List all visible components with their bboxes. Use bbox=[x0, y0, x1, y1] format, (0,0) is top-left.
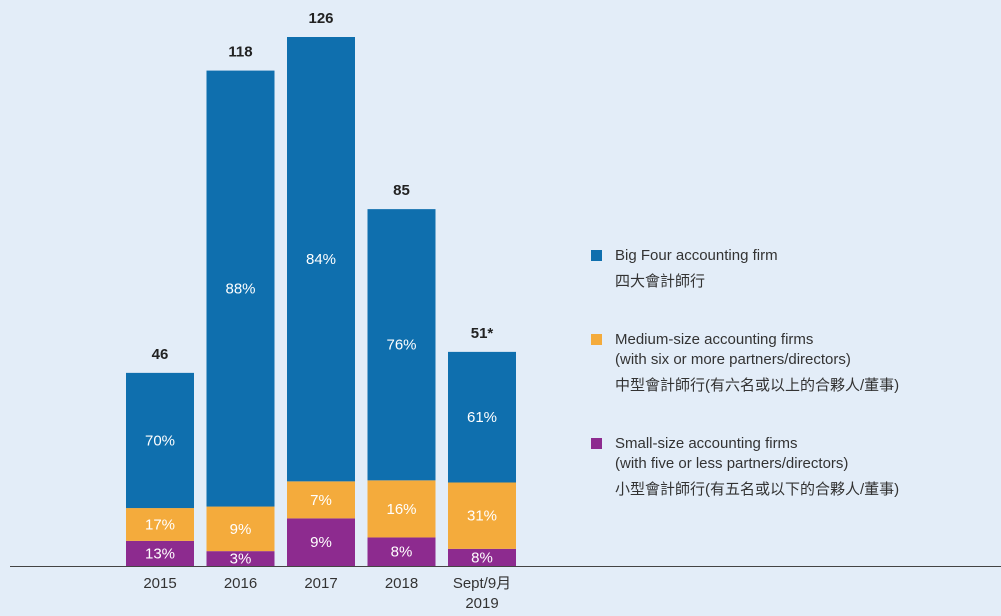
legend-swatch bbox=[591, 250, 602, 261]
x-tick-label: 2018 bbox=[385, 575, 418, 592]
segment-label: 13% bbox=[145, 545, 175, 562]
segment-label: 84% bbox=[306, 251, 336, 268]
legend-note: (with five or less partners/directors) bbox=[615, 455, 848, 472]
segment-label: 16% bbox=[386, 501, 416, 518]
legend-swatch bbox=[591, 334, 602, 345]
bar-segment bbox=[126, 508, 194, 541]
segment-label: 7% bbox=[310, 492, 332, 509]
segment-label: 17% bbox=[145, 516, 175, 533]
bar-segment bbox=[367, 537, 436, 566]
total-label: 51* bbox=[471, 325, 494, 342]
bar-segment bbox=[448, 351, 516, 483]
bar-segment bbox=[448, 548, 516, 566]
bar-segment bbox=[206, 506, 275, 552]
bar-segment bbox=[287, 518, 355, 566]
segment-label: 88% bbox=[225, 281, 255, 298]
x-tick-label: Sept/9月 bbox=[453, 575, 511, 592]
legend-note: (with six or more partners/directors) bbox=[615, 351, 851, 368]
legend-note: 四大會計師行 bbox=[615, 273, 705, 290]
bar-segment bbox=[287, 481, 355, 519]
segment-label: 76% bbox=[386, 337, 416, 354]
bar-segment bbox=[367, 480, 436, 538]
total-label: 118 bbox=[228, 44, 252, 61]
total-label: 126 bbox=[308, 10, 333, 27]
legend-note: 小型會計師行(有五名或以下的合夥人/董事) bbox=[615, 481, 899, 498]
bar-segment bbox=[287, 37, 355, 482]
legend-label: Small-size accounting firms bbox=[615, 435, 798, 452]
total-label: 46 bbox=[152, 346, 169, 363]
bar-segment bbox=[367, 209, 436, 481]
bar-segment bbox=[206, 551, 275, 566]
segment-label: 31% bbox=[467, 508, 497, 525]
segment-label: 8% bbox=[471, 549, 493, 566]
x-tick-label: 2016 bbox=[224, 575, 257, 592]
x-tick-label: 2015 bbox=[143, 575, 176, 592]
bar-segment bbox=[206, 70, 275, 507]
total-label: 85 bbox=[393, 182, 410, 199]
segment-label: 61% bbox=[467, 409, 497, 426]
x-tick-label: 2017 bbox=[304, 575, 337, 592]
segment-label: 70% bbox=[145, 432, 175, 449]
legend-swatch bbox=[591, 438, 602, 449]
segment-label: 8% bbox=[391, 544, 413, 561]
x-tick-label: 2019 bbox=[465, 595, 498, 612]
legend-label: Medium-size accounting firms bbox=[615, 331, 813, 348]
legend-note: 中型會計師行(有六名或以上的合夥人/董事) bbox=[615, 377, 899, 394]
segment-label: 9% bbox=[310, 534, 332, 551]
segment-label: 9% bbox=[230, 521, 252, 538]
bar-segment bbox=[126, 540, 194, 566]
legend-label: Big Four accounting firm bbox=[615, 247, 778, 264]
bar-segment bbox=[126, 372, 194, 509]
segment-label: 3% bbox=[230, 551, 252, 568]
bar-segment bbox=[448, 482, 516, 549]
